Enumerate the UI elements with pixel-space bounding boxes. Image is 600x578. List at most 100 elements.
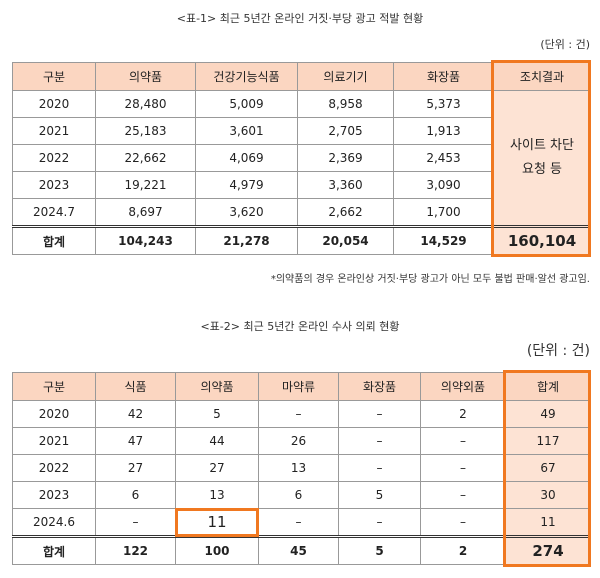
cell: 3,360 bbox=[297, 171, 394, 199]
row: 2023 19,221 4,979 3,360 3,090 bbox=[12, 171, 591, 199]
cell: 13 bbox=[258, 454, 339, 482]
cell: 2024.6 bbox=[12, 508, 96, 537]
cell: 6 bbox=[258, 481, 339, 509]
cell: 22,662 bbox=[95, 144, 196, 172]
cell: – bbox=[258, 400, 339, 428]
header-cell: 화장품 bbox=[338, 372, 421, 401]
header-cell: 마약류 bbox=[258, 372, 339, 401]
cell: 45 bbox=[258, 535, 339, 565]
header-cell: 식품 bbox=[95, 372, 176, 401]
header-row: 구분 식품 의약품 마약류 화장품 의약외품 합계 bbox=[12, 372, 591, 401]
cell: 합계 bbox=[12, 535, 96, 565]
cell: 2024.7 bbox=[12, 198, 96, 227]
cell: 6 bbox=[95, 481, 176, 509]
cell: 5 bbox=[338, 481, 421, 509]
cell: 2,662 bbox=[297, 198, 394, 227]
header-cell: 의약품 bbox=[175, 372, 259, 401]
cell: – bbox=[338, 400, 421, 428]
cell: 5,009 bbox=[195, 90, 298, 118]
cell: 11 bbox=[505, 508, 591, 537]
cell: 5,373 bbox=[393, 90, 494, 118]
cell: 2 bbox=[420, 535, 506, 565]
cell-line: 요청 등 bbox=[521, 162, 562, 177]
header-cell: 의약외품 bbox=[420, 372, 506, 401]
cell: – bbox=[338, 454, 421, 482]
cell: 2020 bbox=[12, 90, 96, 118]
cell: 2,369 bbox=[297, 144, 394, 172]
cell: 117 bbox=[505, 427, 591, 455]
row: 2022 27 27 13– –67 bbox=[12, 454, 591, 482]
cell: 122 bbox=[95, 535, 176, 565]
row: 2022 22,662 4,069 2,369 2,453 bbox=[12, 144, 591, 172]
cell: 160,104 bbox=[493, 225, 591, 255]
cell: 47 bbox=[95, 427, 176, 455]
header-cell: 건강기능식품 bbox=[195, 62, 298, 91]
cell: 104,243 bbox=[95, 225, 196, 255]
total-row: 합계 104,243 21,278 20,054 14,529 160,104 bbox=[12, 225, 591, 255]
cell: 13 bbox=[175, 481, 259, 509]
row: 2024.6–11– – –11 bbox=[12, 508, 591, 537]
cell: 44 bbox=[175, 427, 259, 455]
cell: 3,601 bbox=[195, 117, 298, 145]
cell: 2022 bbox=[12, 144, 96, 172]
table-title: <표-2> 최근 5년간 온라인 수사 의뢰 현황 bbox=[200, 320, 400, 333]
table-title: <표-1> 최근 5년간 온라인 거짓·부당 광고 적발 현황 bbox=[176, 12, 424, 25]
header-cell: 의료기기 bbox=[297, 62, 394, 91]
cell: 25,183 bbox=[95, 117, 196, 145]
header-cell: 구분 bbox=[12, 372, 96, 401]
cell: 67 bbox=[505, 454, 591, 482]
cell: 2023 bbox=[12, 171, 96, 199]
header-cell: 구분 bbox=[12, 62, 96, 91]
cell-line: 사이트 차단 bbox=[510, 138, 574, 153]
row: 2020 42 5– –2 49 bbox=[12, 400, 591, 428]
cell: 11 bbox=[175, 508, 259, 537]
cell: 2,453 bbox=[393, 144, 494, 172]
cell: 2022 bbox=[12, 454, 96, 482]
cell: 27 bbox=[175, 454, 259, 482]
cell: 49 bbox=[505, 400, 591, 428]
row: 2021 47 44 26– –117 bbox=[12, 427, 591, 455]
header-row: 구분 의약품 건강기능식품 의료기기 화장품 조치결과 bbox=[12, 62, 591, 91]
total-row: 합계 122 100 45 5 2 274 bbox=[12, 535, 591, 565]
header-cell: 화장품 bbox=[393, 62, 494, 91]
cell: 14,529 bbox=[393, 225, 494, 255]
cell: 8,958 bbox=[297, 90, 394, 118]
cell: 26 bbox=[258, 427, 339, 455]
header-cell: 합계 bbox=[505, 372, 591, 401]
cell: 19,221 bbox=[95, 171, 196, 199]
cell: – bbox=[420, 427, 506, 455]
cell: 27 bbox=[95, 454, 176, 482]
cell: 2020 bbox=[12, 400, 96, 428]
cell: – bbox=[338, 427, 421, 455]
cell: 2021 bbox=[12, 427, 96, 455]
cell: 1,700 bbox=[393, 198, 494, 227]
cell: 274 bbox=[505, 535, 591, 565]
cell: 21,278 bbox=[195, 225, 298, 255]
table: 구분 의약품 건강기능식품 의료기기 화장품 조치결과 2020 28,480 5,009 8,9… bbox=[12, 62, 591, 255]
cell: 5 bbox=[338, 535, 421, 565]
header-cell: 의약품 bbox=[95, 62, 196, 91]
cell: 3,090 bbox=[393, 171, 494, 199]
cell: 8,697 bbox=[95, 198, 196, 227]
row: 2021 25,183 3,601 2,705 1,913 bbox=[12, 117, 591, 145]
cell: 2021 bbox=[12, 117, 96, 145]
cell: 5 bbox=[175, 400, 259, 428]
cell: 2 bbox=[420, 400, 506, 428]
cell: – bbox=[420, 508, 506, 537]
unit: (단위 : 건) bbox=[526, 343, 590, 359]
cell: 30 bbox=[505, 481, 591, 509]
table: 구분 식품 의약품 마약류 화장품 의약외품 합계 2020 42 5– –2 49 2021 47 44 2… bbox=[12, 372, 591, 565]
cell: 합계 bbox=[12, 225, 96, 255]
header-cell: 조치결과 bbox=[493, 62, 591, 91]
cell: – bbox=[258, 508, 339, 537]
footnote: *의약품의 경우 온라인상 거짓·부당 광고가 아닌 모두 불법 판매·알선 광… bbox=[270, 274, 590, 285]
cell: 42 bbox=[95, 400, 176, 428]
cell: 2,705 bbox=[297, 117, 394, 145]
cell: 100 bbox=[175, 535, 259, 565]
row: 2024.7 8,697 3,620 2,662 1,700 bbox=[12, 198, 591, 227]
cell: – bbox=[420, 454, 506, 482]
cell: 3,620 bbox=[195, 198, 298, 227]
cell: 4,069 bbox=[195, 144, 298, 172]
